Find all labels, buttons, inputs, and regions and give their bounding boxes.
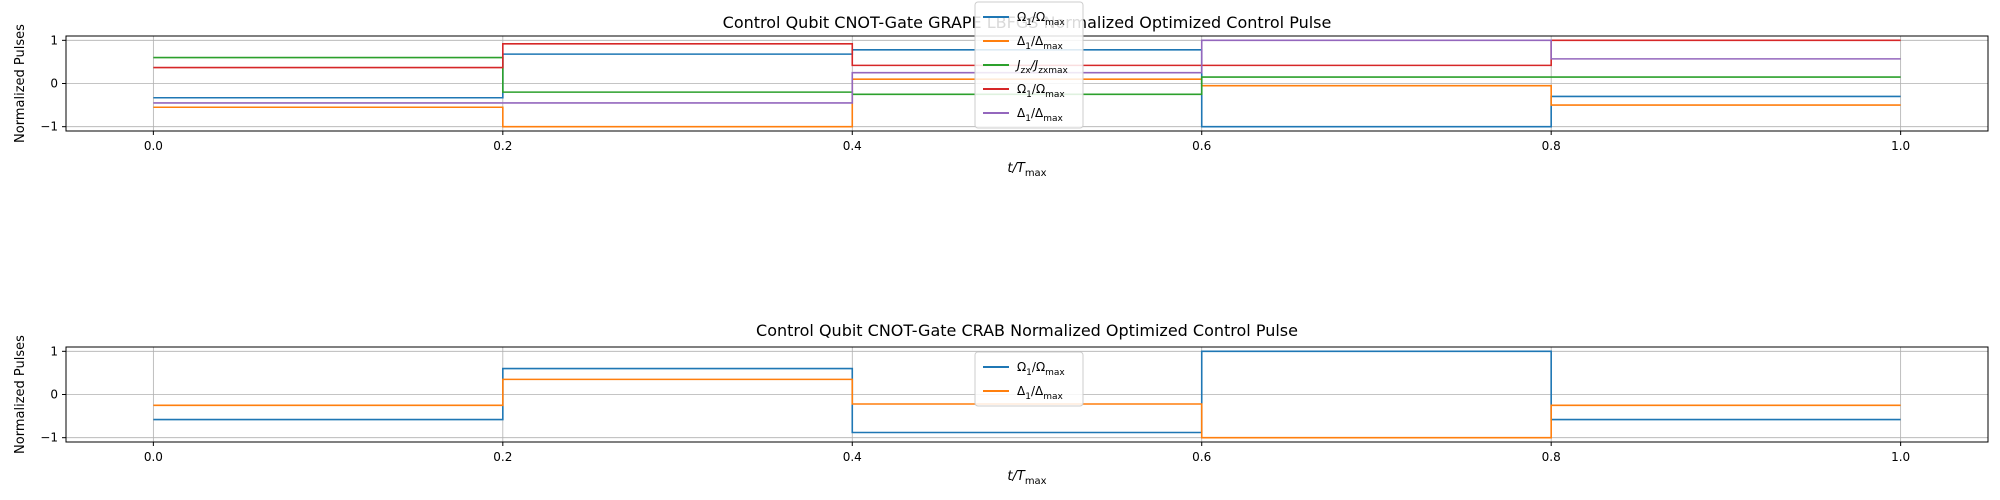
legend-label-0: Ω1/Ωmax	[1017, 10, 1065, 28]
legend-frame	[974, 351, 1084, 407]
x-tick-label: 0.2	[493, 139, 512, 153]
y-tick-label: 0	[50, 388, 58, 402]
legend-label-1: Δ1/Δmax	[1017, 34, 1064, 52]
legend-label-1: Δ1/Δmax	[1017, 384, 1064, 402]
legend-label-0: Ω1/Ωmax	[1017, 360, 1065, 378]
x-tick-label: 1.0	[1891, 450, 1910, 464]
x-tick-label: 0.2	[493, 450, 512, 464]
y-axis-label: Normalized Pulses	[13, 24, 28, 143]
y-tick-label: 1	[50, 33, 58, 47]
chart-title: Control Qubit CNOT-Gate CRAB Normalized …	[756, 321, 1298, 340]
x-tick-label: 0.4	[843, 450, 862, 464]
y-tick-label: 1	[50, 344, 58, 358]
y-tick-label: 0	[50, 77, 58, 91]
series-line-4	[153, 39, 1901, 104]
x-tick-label: 0.0	[144, 139, 163, 153]
x-tick-label: 1.0	[1891, 139, 1910, 153]
y-tick-label: −1	[40, 120, 58, 134]
y-tick-label: −1	[40, 431, 58, 445]
legend-label-2: Jzx/Jzxmax	[1015, 58, 1069, 76]
x-tick-label: 0.6	[1192, 450, 1211, 464]
x-tick-label: 0.4	[843, 139, 862, 153]
x-axis-label: t/Tmax	[1007, 469, 1046, 487]
x-tick-label: 0.8	[1542, 139, 1561, 153]
legend: Ω1/Ωmax Δ1/Δmax Jzx/Jzxmax Ω1/Ωmax Δ1/Δmax	[974, 1, 1084, 129]
legend: Ω1/Ωmax Δ1/Δmax	[974, 351, 1084, 407]
x-tick-label: 0.8	[1542, 450, 1561, 464]
legend-frame	[974, 1, 1084, 129]
x-tick-label: 0.6	[1192, 139, 1211, 153]
legend-label-3: Ω1/Ωmax	[1017, 82, 1065, 100]
x-axis-label: t/Tmax	[1007, 161, 1046, 179]
legend-label-4: Δ1/Δmax	[1017, 106, 1064, 124]
crab-pulse-panel: 0.0 0.2 0.4 0.6 0.8 1.0 −1 0 1 Control Qubit CNOT…	[13, 321, 1989, 487]
x-tick-label: 0.0	[144, 450, 163, 464]
y-axis-label: Normalized Pulses	[13, 335, 28, 454]
